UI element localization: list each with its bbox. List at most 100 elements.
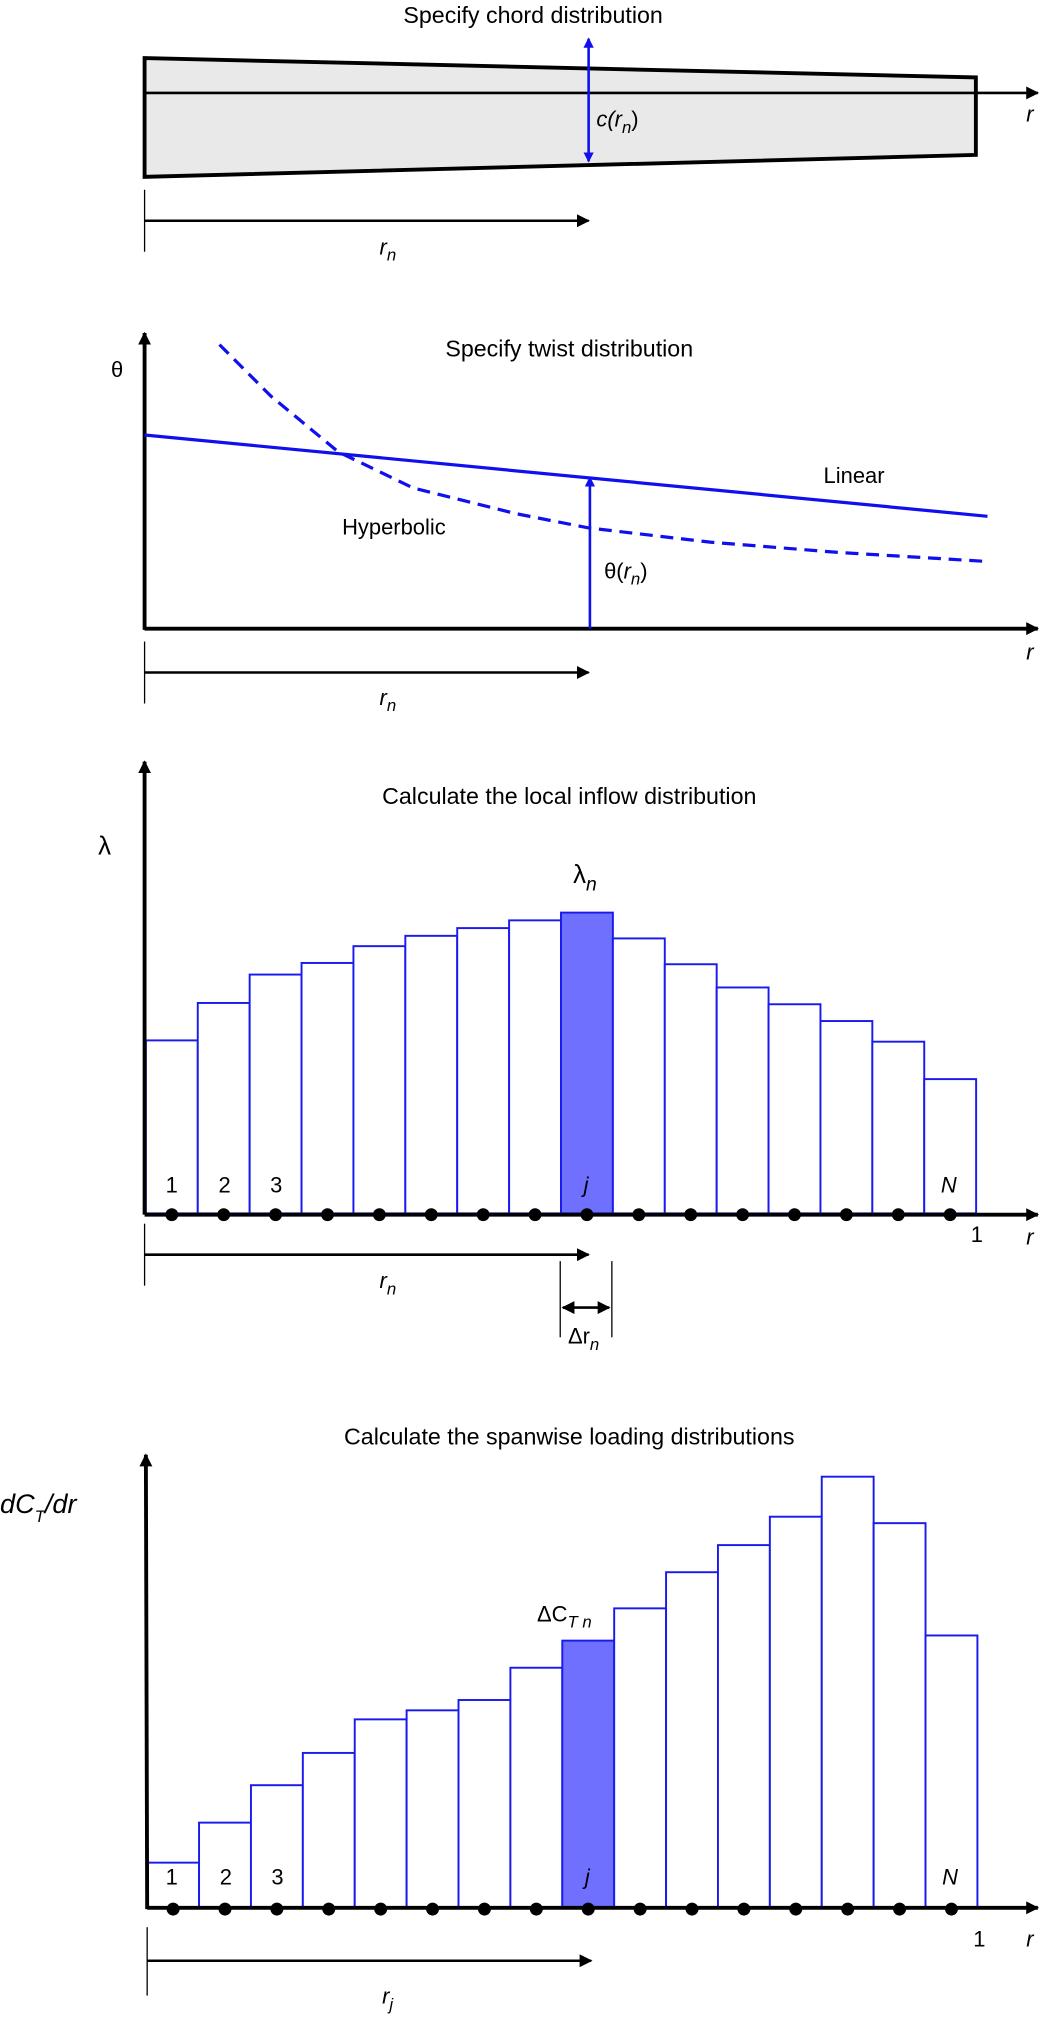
r-axis-label: r (1026, 1224, 1035, 1249)
element-label-2: 2 (219, 1173, 231, 1198)
r-axis-label: r (1026, 1927, 1035, 1952)
r-axis-label: r (1026, 640, 1035, 665)
element-midpoint-dot (424, 1208, 438, 1222)
hyperbolic-label: Hyperbolic (342, 514, 446, 539)
theta-axis-label: θ (111, 357, 123, 382)
lambda-n-label: λn (573, 861, 597, 896)
element-midpoint-dot (685, 1902, 699, 1916)
bar (353, 1718, 408, 1909)
element-midpoint-dot (322, 1902, 336, 1916)
bar (405, 1709, 460, 1909)
r-end-label: 1 (971, 1222, 983, 1247)
dct-axis (139, 1453, 153, 1910)
element-midpoint-dot (891, 1208, 905, 1222)
loading-bars (146, 1475, 979, 1909)
hyperbolic-twist-curve (218, 343, 988, 564)
element-midpoint-dot (841, 1902, 855, 1916)
rn-label: rn (380, 685, 397, 715)
element-midpoint-dot (580, 1208, 594, 1222)
bar (301, 1751, 356, 1909)
element-midpoint-dot (632, 1208, 646, 1222)
bar (456, 927, 511, 1215)
dct-axis-label: dCT/dr (0, 1488, 77, 1526)
element-midpoint-dot (269, 1208, 283, 1222)
chord-label: c(rn) (596, 107, 638, 137)
bar (665, 1571, 719, 1909)
twist-panel: Specify twist distribution θ r Linear Hy… (111, 331, 1040, 715)
bar (716, 1544, 771, 1909)
element-midpoint-dot (270, 1902, 284, 1916)
element-midpoint-dot (943, 1208, 957, 1222)
element-label-1: 1 (166, 1865, 178, 1890)
element-label-3: 3 (270, 1173, 282, 1198)
element-label-3: 3 (271, 1865, 283, 1890)
bar (924, 1634, 979, 1909)
loading-title: Calculate the spanwise loading distribut… (344, 1423, 794, 1449)
element-midpoint-dot (788, 1208, 801, 1222)
bar (613, 1607, 668, 1909)
dr-label: Δrn (568, 1324, 599, 1354)
element-midpoint-dot (372, 1208, 386, 1222)
element-midpoint-dot (476, 1208, 490, 1222)
bar (509, 1666, 564, 1909)
bar (663, 963, 718, 1215)
element-midpoint-dot (789, 1902, 803, 1916)
bar (611, 937, 666, 1215)
rn-label: rn (380, 234, 397, 264)
bar (768, 1515, 823, 1909)
inflow-element-dots (165, 1208, 957, 1222)
bar (457, 1699, 512, 1909)
loading-element-dots (166, 1902, 958, 1916)
rn-label: rn (380, 1268, 397, 1298)
linear-label: Linear (824, 463, 885, 488)
dct-n-label: ΔCT n (537, 1601, 592, 1631)
bar (715, 986, 770, 1215)
element-midpoint-dot (165, 1208, 179, 1222)
bar (249, 1784, 304, 1909)
chord-panel: Specify chord distribution r c(rn) rn (142, 2, 1040, 265)
element-midpoint-dot (217, 1208, 231, 1222)
bar (819, 1020, 874, 1215)
inflow-title: Calculate the local inflow distribution (382, 783, 756, 809)
bar (872, 1522, 927, 1909)
element-midpoint-dot (529, 1902, 543, 1916)
blade-planform (142, 56, 978, 179)
bar (871, 1040, 926, 1215)
bar (404, 934, 459, 1215)
inflow-panel: Calculate the local inflow distribution … (98, 760, 1040, 1354)
element-midpoint-dot (477, 1902, 491, 1916)
bar (820, 1475, 875, 1909)
element-midpoint-dot (633, 1902, 647, 1916)
chord-title: Specify chord distribution (403, 2, 662, 28)
element-midpoint-dot (581, 1902, 595, 1916)
bar (198, 1821, 252, 1909)
element-midpoint-dot (839, 1208, 853, 1222)
bar (300, 961, 355, 1215)
r-end-label: 1 (973, 1927, 985, 1952)
linear-twist-line (144, 433, 988, 518)
element-midpoint-dot (684, 1208, 698, 1222)
inflow-bars (144, 911, 978, 1215)
element-midpoint-dot (945, 1902, 958, 1916)
bar (352, 945, 407, 1215)
element-midpoint-dot (374, 1902, 388, 1916)
rj-label: rj (382, 1983, 394, 2013)
highlighted-bar (561, 1639, 616, 1909)
element-label-n: N (942, 1865, 958, 1890)
element-midpoint-dot (218, 1902, 232, 1916)
theta-rn-label: θ(rn) (604, 558, 647, 588)
element-midpoint-dot (736, 1208, 750, 1222)
element-midpoint-dot (321, 1208, 334, 1222)
loading-panel: Calculate the spanwise loading distribut… (0, 1423, 1040, 2014)
element-label-j: j (582, 1865, 591, 1890)
highlighted-bar (560, 911, 614, 1215)
element-midpoint-dot (166, 1902, 180, 1916)
twist-title: Specify twist distribution (445, 335, 693, 361)
element-label-1: 1 (166, 1173, 178, 1198)
bar (767, 1003, 822, 1215)
r-axis-label: r (1026, 101, 1035, 126)
bar (248, 973, 303, 1215)
element-midpoint-dot (737, 1902, 751, 1916)
element-label-j: j (581, 1173, 590, 1198)
